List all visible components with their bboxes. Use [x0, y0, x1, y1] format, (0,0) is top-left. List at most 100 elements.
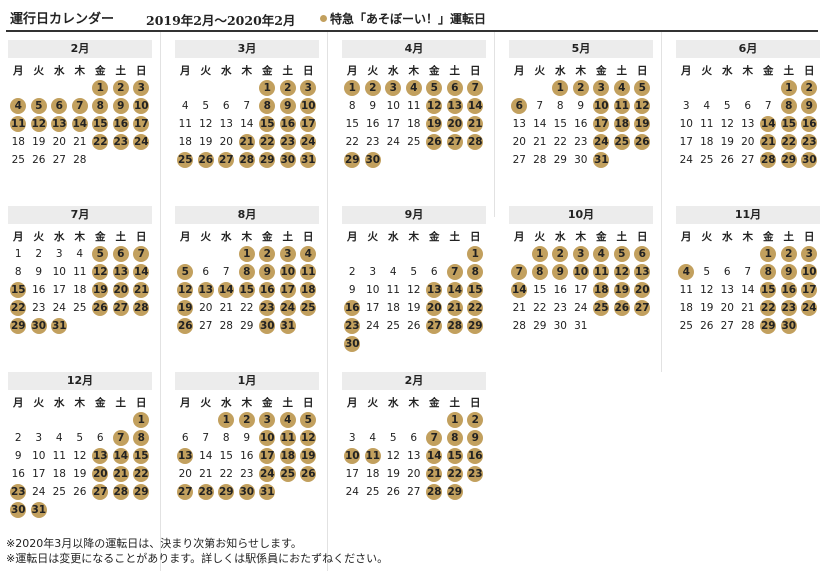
- weekday-label: 日: [470, 396, 481, 409]
- weekday-label: 金: [763, 230, 774, 243]
- day: 27: [52, 154, 66, 166]
- day: 3: [35, 432, 43, 444]
- operation-day: 1: [445, 411, 466, 429]
- operation-day: 1: [550, 79, 571, 97]
- operation-day: 6: [445, 79, 466, 97]
- operation-day: 11: [300, 264, 317, 280]
- empty-cell: [530, 79, 551, 97]
- day: 10: [386, 100, 400, 112]
- day: 27: [407, 486, 421, 498]
- month-title: 11月: [676, 206, 820, 224]
- operation-day: 10: [801, 264, 818, 280]
- empty-cell: [342, 411, 363, 429]
- empty-cell: [363, 245, 384, 263]
- legend-text: 特急「あそぼーい！」運転日: [330, 12, 487, 26]
- day: 18: [386, 302, 400, 314]
- day: 21: [73, 136, 87, 148]
- weekday-label: 土: [616, 230, 628, 243]
- operation-day: 7: [111, 429, 132, 447]
- operation-day: 25: [300, 300, 317, 316]
- empty-cell: [383, 411, 404, 429]
- operation-day: 29: [344, 152, 361, 168]
- operation-day: 27: [218, 152, 235, 168]
- month-calendar: 8月月火水木金土日 1 2 3 4 5 6 7 8 9 10 11 12 13 14 15 16 17 18 19 20…: [175, 206, 319, 335]
- month-grid: 月火水木金土日 1 2 3 4 5 6 7 8 9 10 11 12 13 14 15 16 17 18 19 20 21…: [8, 227, 152, 335]
- operation-day: 30: [780, 318, 797, 334]
- day: 18: [52, 468, 66, 480]
- weekday-label: 水: [555, 230, 566, 243]
- operation-day: 11: [364, 448, 381, 464]
- day: 17: [345, 468, 359, 480]
- month-calendar: 2月月火水木金土日 1 2 3 4 5 6 7 8 9 10 11 12 13 14 15 16 17 18 19 20…: [8, 40, 152, 169]
- operation-day: 4: [278, 411, 299, 429]
- weekday-label: 火: [200, 230, 212, 243]
- empty-cell: [49, 411, 70, 429]
- weekday-label: 金: [429, 396, 440, 409]
- weekday-label: 月: [13, 396, 24, 409]
- operation-day: 10: [344, 448, 361, 464]
- day: 26: [700, 320, 714, 332]
- operation-day: 29: [259, 152, 276, 168]
- day: 18: [11, 136, 25, 148]
- weekday-label: 火: [701, 230, 713, 243]
- operation-day: 14: [112, 448, 129, 464]
- operation-day: 24: [593, 134, 610, 150]
- operation-day: 1: [257, 79, 278, 97]
- operation-day: 6: [509, 97, 530, 115]
- legend: 特急「あそぼーい！」運転日: [320, 10, 486, 27]
- day: 18: [407, 118, 421, 130]
- operation-day: 28: [426, 484, 443, 500]
- day: 4: [369, 432, 377, 444]
- operation-day: 14: [446, 282, 463, 298]
- operation-day: 3: [799, 245, 820, 263]
- weekday-label: 木: [575, 64, 587, 77]
- operation-day: 15: [238, 282, 255, 298]
- operation-day: 15: [780, 116, 797, 132]
- weekday-label: 日: [303, 64, 314, 77]
- day: 12: [199, 118, 213, 130]
- empty-cell: [8, 411, 29, 429]
- weekday-label: 木: [74, 230, 86, 243]
- day: 25: [700, 154, 714, 166]
- day: 12: [386, 450, 400, 462]
- day: 17: [52, 284, 66, 296]
- operation-day: 5: [632, 79, 653, 97]
- operation-day: 9: [111, 97, 132, 115]
- operation-day: 23: [467, 466, 484, 482]
- month-calendar: 11月月火水木金土日 1 2 3 4 5 6 7 8 9 10 11 12 13 14 15 16 17 18 19 2…: [676, 206, 820, 335]
- weekday-label: 土: [115, 230, 127, 243]
- legend-marker-icon: [320, 15, 327, 22]
- operation-day: 29: [133, 484, 150, 500]
- day: 4: [76, 248, 84, 260]
- operation-day: 2: [779, 245, 800, 263]
- operation-day: 5: [424, 79, 445, 97]
- weekday-label: 水: [221, 396, 232, 409]
- operation-day: 26: [426, 134, 443, 150]
- month-grid: 月火水木金土日 1 2 3 4 5 6 7 8 9 10 11 12 13 14 15 16 17 18 19 20 21…: [676, 61, 820, 169]
- operation-day: 9: [257, 263, 278, 281]
- operation-day: 3: [257, 411, 278, 429]
- column-divider: [661, 32, 662, 372]
- weekday-label: 水: [54, 230, 65, 243]
- month-calendar: 2月月火水木金土日 1 2 3 4 5 6 7 8 9 10 11 12 13 14 15 16 17 18 19 20…: [342, 372, 486, 501]
- weekday-label: 月: [681, 230, 692, 243]
- day: 20: [720, 302, 734, 314]
- operation-day: 26: [300, 466, 317, 482]
- month-title: 6月: [676, 40, 820, 58]
- weekday-label: 土: [449, 64, 461, 77]
- operation-day: 23: [801, 134, 818, 150]
- day: 13: [512, 118, 526, 130]
- operation-day: 30: [259, 318, 276, 334]
- operation-day: 10: [259, 430, 276, 446]
- day: 23: [553, 302, 567, 314]
- operation-day: 7: [424, 429, 445, 447]
- operation-day: 28: [446, 318, 463, 334]
- operation-day: 26: [613, 300, 630, 316]
- day: 20: [512, 136, 526, 148]
- operation-day: 2: [111, 79, 132, 97]
- operation-day: 14: [218, 282, 235, 298]
- weekday-label: 木: [742, 230, 754, 243]
- operation-day: 6: [111, 245, 132, 263]
- weekday-label: 水: [722, 64, 733, 77]
- operation-day: 21: [133, 282, 150, 298]
